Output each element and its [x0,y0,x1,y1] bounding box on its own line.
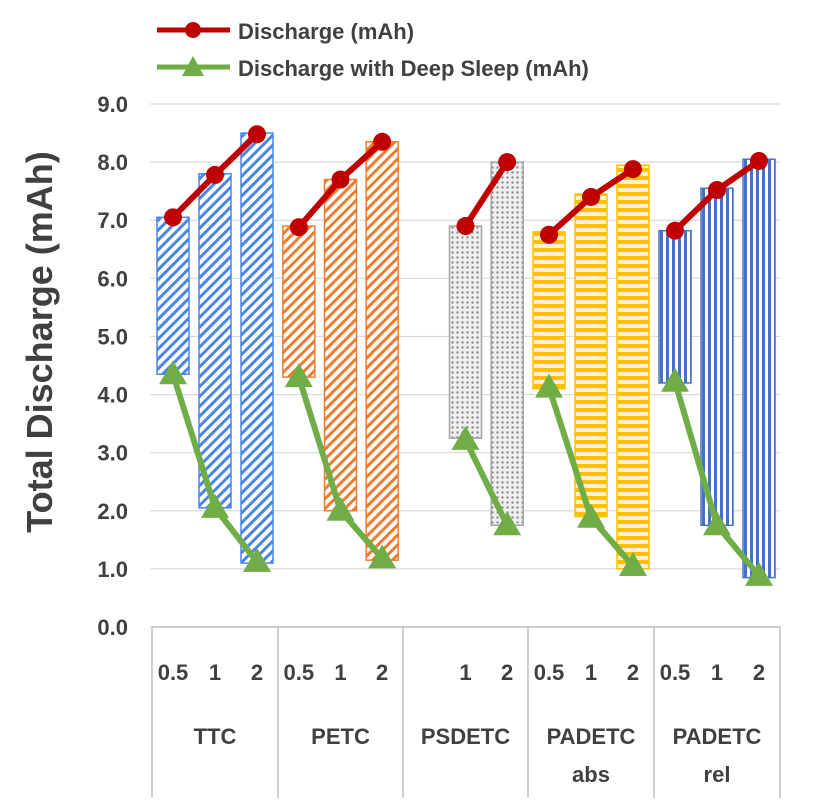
discharge-line [462,160,510,228]
deep-sleep-point [577,503,605,528]
x-tick-label: 2 [753,660,765,685]
legend-deep-sleep-label: Discharge with Deep Sleep (mAh) [238,56,589,81]
legend-discharge-marker [185,22,201,38]
bar [156,216,190,375]
deep-sleep-point [703,511,731,536]
bar [490,161,524,527]
bar [323,178,358,512]
y-tick-label: 2.0 [97,499,128,524]
discharge-point [331,170,350,189]
bar [198,172,232,509]
group-label: PADETC [673,724,762,749]
discharge-point [498,153,517,172]
discharge-point [373,132,392,151]
deep-sleep-point [201,493,229,518]
discharge-point [582,187,600,206]
bar [658,229,692,384]
deep-sleep-point [284,363,313,388]
discharge-point [289,218,308,237]
deep-sleep-point [493,511,522,536]
y-axis-title: Total Discharge (mAh) [19,151,60,532]
deep-sleep-point [368,544,397,569]
bar [282,225,316,378]
x-tick-label: 1 [459,660,471,685]
discharge-point [456,217,475,236]
legend-deep-sleep-marker [182,56,204,76]
y-tick-label: 7.0 [97,208,128,233]
x-tick-label: 0.5 [284,660,315,685]
y-tick-label: 0.0 [97,615,128,640]
deep-sleep-point [451,425,480,450]
x-tick-label: 1 [334,660,346,685]
x-tick-label: 2 [251,660,263,685]
x-tick-label: 2 [627,660,639,685]
discharge-point [666,221,684,240]
discharge-point [750,151,768,170]
y-tick-label: 6.0 [97,266,128,291]
x-tick-label: 0.5 [534,660,565,685]
discharge-point [708,181,726,200]
x-tick-label: 1 [209,660,221,685]
discharge-point [164,208,182,227]
bar [616,164,650,570]
y-tick-label: 9.0 [97,92,128,117]
line-layer [159,125,773,586]
y-tick-label: 5.0 [97,324,128,349]
bar [532,231,566,390]
discharge-point [624,160,642,179]
y-tick-label: 8.0 [97,150,128,175]
x-tick-label: 0.5 [660,660,691,685]
deep-sleep-point [159,360,187,385]
y-tick-label: 4.0 [97,383,128,408]
group-label-line2: rel [704,762,731,787]
x-tick-label: 0.5 [158,660,189,685]
bar [742,158,776,579]
group-label-line2: abs [572,762,610,787]
discharge-point [206,165,224,184]
bar [365,141,399,561]
bar [700,187,734,527]
group-label: PADETC [547,724,636,749]
legend: Discharge (mAh) Discharge with Deep Slee… [157,19,589,81]
x-tick-label: 1 [711,660,723,685]
deep-sleep-point [535,373,563,398]
legend-discharge-label: Discharge (mAh) [238,19,414,44]
y-tick-label: 3.0 [97,441,128,466]
deep-sleep-point [619,551,647,576]
discharge-point [540,225,558,244]
bar [448,225,483,439]
x-tick-label: 1 [585,660,597,685]
deep-sleep-point [243,547,271,572]
deep-sleep-point [745,561,773,586]
x-tick-label: 2 [376,660,388,685]
deep-sleep-point [661,367,689,392]
bar [240,132,274,564]
group-label: PSDETC [421,724,510,749]
x-tick-label: 2 [501,660,513,685]
deep-sleep-line [462,438,510,527]
group-label: TTC [194,724,237,749]
bar [574,193,608,518]
group-label: PETC [311,724,370,749]
discharge-point [248,125,266,144]
axis-layer: 0.5 1 2 TTC 0.5 1 2 PETC 1 2 PSDETC 0.5 1 2 PADETC abs 0… [151,626,781,798]
deep-sleep-point [326,496,355,521]
y-tick-label: 1.0 [97,557,128,582]
